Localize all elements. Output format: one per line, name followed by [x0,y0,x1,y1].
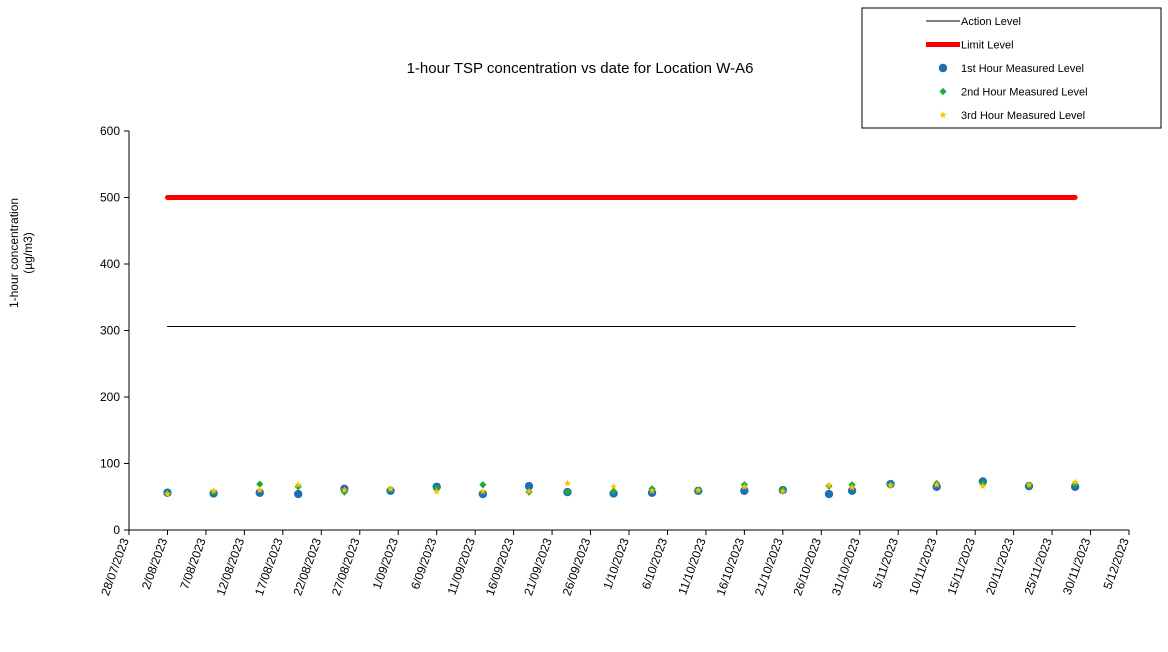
data-point-star [256,486,264,494]
legend-entry-label: 1st Hour Measured Level [961,63,1084,75]
data-point-star [294,480,302,488]
x-tick-label: 16/10/2023 [714,536,748,598]
data-point-star [386,484,395,492]
x-tick-label: 7/08/2023 [177,536,209,591]
data-point-star [886,481,895,489]
y-tick-label: 600 [100,124,120,138]
y-tick-label: 500 [100,191,120,205]
y-axis-label: 1-hour concentration (µg/m3) [7,198,35,308]
data-point-star [825,481,833,489]
data-point-circle [524,481,534,491]
data-point-star [479,487,487,495]
data-point-circle [824,489,834,499]
legend-box [861,7,1162,129]
x-tick-label: 22/08/2023 [290,536,324,598]
x-tick-label: 21/10/2023 [752,536,786,598]
data-point-circle [847,486,857,495]
x-tick-label: 5/11/2023 [870,536,901,590]
data-point-star [433,487,441,495]
data-point-star [610,482,618,490]
data-point-star [779,487,787,495]
data-point-star [163,490,172,498]
x-tick-label: 2/08/2023 [139,536,171,591]
x-tick-label: 5/12/2023 [1100,536,1132,591]
legend-swatch-marker [939,87,947,96]
data-point-diamond [256,480,264,488]
data-point-star [1071,478,1079,486]
plot-area: 0 100 200 300 400 500 600 28/07/2023 2/08/2023 7/… [98,124,1132,597]
x-tick-label: 6/10/2023 [639,536,671,591]
x-tick-label: 20/11/2023 [983,536,1017,597]
data-point-star [694,486,702,494]
y-tick-label: 300 [100,324,120,338]
data-point-star [848,483,856,491]
x-tick-label: 26/10/2023 [790,536,824,598]
x-tick-label: 10/11/2023 [906,536,940,597]
data-point-star [648,486,656,494]
legend-entry-label: 3rd Hour Measured Level [961,110,1085,122]
x-tick-label: 16/09/2023 [483,536,517,598]
legend-entry-label: Limit Level [961,40,1014,52]
data-point-star [979,482,987,490]
x-tick-label: 6/09/2023 [408,536,440,591]
y-tick-label: 200 [100,390,120,404]
y-tick-label: 0 [113,523,120,537]
y-axis-label-line1: 1-hour concentration [7,198,21,308]
legend-swatch-marker [939,111,947,119]
x-tick-label: 21/09/2023 [521,536,555,598]
data-point-star [1025,480,1033,488]
x-tick-label: 17/08/2023 [252,536,286,598]
legend-swatch-marker [938,63,948,73]
data-point-star [525,487,533,495]
x-tick-label: 15/11/2023 [945,536,979,597]
data-point-star [933,480,941,488]
x-tick-label: 1/09/2023 [370,536,402,591]
legend-entry-label: 2nd Hour Measured Level [961,87,1088,99]
data-point-star [210,486,218,494]
data-point-diamond [610,487,618,496]
data-point-circle [255,488,264,497]
y-tick-label: 100 [100,457,120,471]
legend: Action Level Limit Level 1st Hour Measured… [861,7,1162,129]
y-axis-label-line2: (µg/m3) [21,232,35,274]
x-tick-label: 30/11/2023 [1060,536,1094,597]
x-tick-label: 12/08/2023 [214,536,248,598]
x-tick-label: 26/09/2023 [560,536,594,598]
data-point-circle [478,489,488,499]
legend-entry-label: Action Level [961,16,1021,28]
data-point-star [340,486,348,494]
data-point-diamond [340,488,348,496]
x-tick-label: 27/08/2023 [329,536,363,598]
data-point-diamond [563,488,572,496]
data-point-star [563,479,572,487]
x-tick-label: 11/10/2023 [675,536,709,597]
data-point-diamond [479,481,487,489]
x-tick-label: 11/09/2023 [445,536,479,597]
x-tick-label: 25/11/2023 [1022,536,1056,597]
y-tick-label: 400 [100,257,120,271]
x-tick-label: 28/07/2023 [98,536,132,598]
x-tick-label: 1/10/2023 [600,536,632,591]
chart-title: 1-hour TSP concentration vs date for Loc… [407,60,754,77]
data-point-circle [740,486,749,495]
x-tick-label: 31/10/2023 [829,536,863,598]
data-point-circle [294,489,303,499]
data-point-star [740,482,748,490]
